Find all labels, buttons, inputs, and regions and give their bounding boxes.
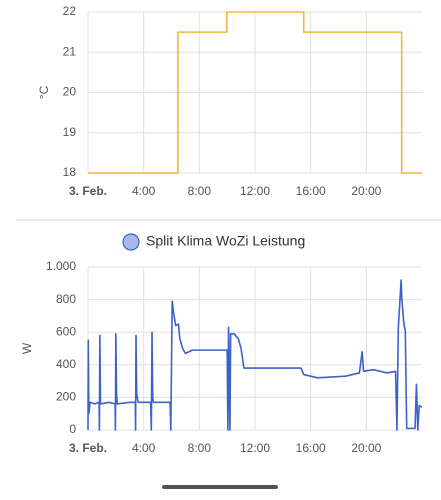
x-tick-label: 3. Feb.: [69, 184, 107, 198]
data-line: [87, 279, 423, 431]
y-tick-label: 18: [63, 165, 77, 179]
x-tick-label: 8:00: [188, 441, 212, 455]
y-axis-label: °C: [37, 85, 51, 99]
y-tick-label: 400: [56, 357, 76, 371]
x-tick-label: 12:00: [240, 441, 270, 455]
x-tick-label: 12:00: [240, 184, 270, 198]
y-tick-label: 19: [63, 125, 77, 139]
y-tick-label: 800: [56, 292, 76, 306]
x-tick-label: 20:00: [351, 184, 381, 198]
y-axis-label: W: [20, 342, 34, 354]
y-tick-label: 0: [69, 422, 76, 436]
y-tick-label: 20: [63, 85, 77, 99]
x-tick-label: 20:00: [351, 441, 381, 455]
x-tick-label: 16:00: [296, 184, 326, 198]
y-tick-label: 1.000: [46, 259, 76, 273]
x-tick-label: 4:00: [132, 441, 156, 455]
x-tick-label: 3. Feb.: [69, 441, 107, 455]
data-line: [88, 11, 422, 174]
x-tick-label: 8:00: [188, 184, 212, 198]
x-tick-label: 4:00: [132, 184, 156, 198]
y-tick-label: 600: [56, 324, 76, 338]
y-tick-label: 22: [63, 4, 77, 18]
y-tick-label: 200: [56, 390, 76, 404]
y-tick-label: 21: [63, 44, 77, 58]
legend-swatch: [122, 233, 140, 251]
legend-label: Split Klima WoZi Leistung: [146, 233, 305, 249]
home-indicator: [162, 485, 278, 489]
x-tick-label: 16:00: [296, 441, 326, 455]
